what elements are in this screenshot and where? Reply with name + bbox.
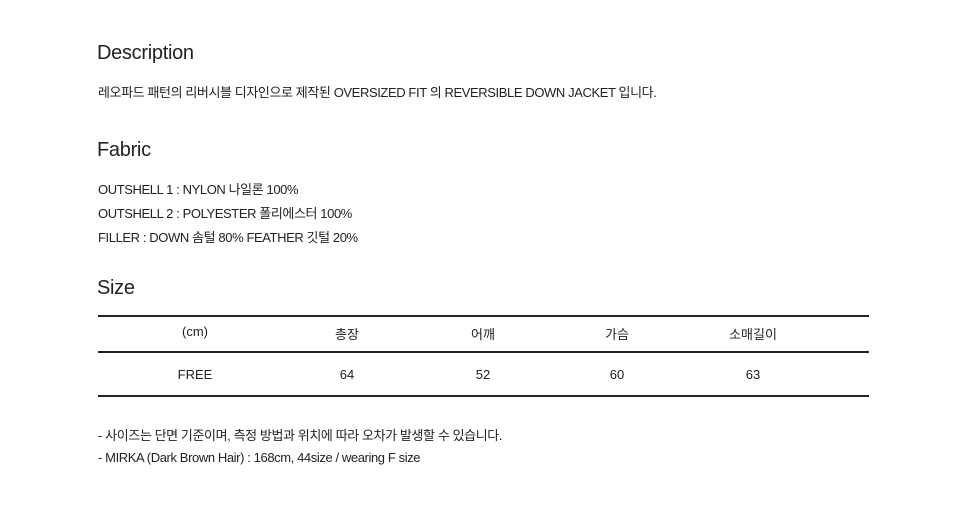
size-heading: Size <box>97 277 135 299</box>
fabric-line: OUTSHELL 2 : POLYESTER 폴리에스터 100% <box>98 206 352 221</box>
header-cell: 가슴 <box>605 327 629 342</box>
cell: 60 <box>609 367 625 382</box>
fabric-line: OUTSHELL 1 : NYLON 나일론 100% <box>98 182 299 197</box>
cell: FREE <box>177 367 213 382</box>
fabric-line: FILLER : DOWN 솜털 80% FEATHER 깃털 20% <box>98 230 358 245</box>
fabric-heading: Fabric <box>97 139 151 161</box>
table-top-rule <box>98 315 869 317</box>
description-heading: Description <box>97 42 194 64</box>
table-bottom-rule <box>98 395 869 397</box>
header-cell: 총장 <box>335 327 359 342</box>
cell: 64 <box>339 367 355 382</box>
size-note: - 사이즈는 단면 기준이며, 측정 방법과 위치에 따라 오차가 발생할 수 … <box>98 428 503 443</box>
description-text: 레오파드 패턴의 리버시블 디자인으로 제작된 OVERSIZED FIT 의 … <box>98 85 657 100</box>
header-cell: 어깨 <box>471 327 495 342</box>
header-cell: (cm) <box>182 324 208 339</box>
cell: 52 <box>475 367 491 382</box>
cell: 63 <box>745 367 761 382</box>
model-note: - MIRKA (Dark Brown Hair) : 168cm, 44siz… <box>98 450 421 465</box>
table-header-rule <box>98 351 869 353</box>
header-cell: 소매길이 <box>729 327 777 342</box>
